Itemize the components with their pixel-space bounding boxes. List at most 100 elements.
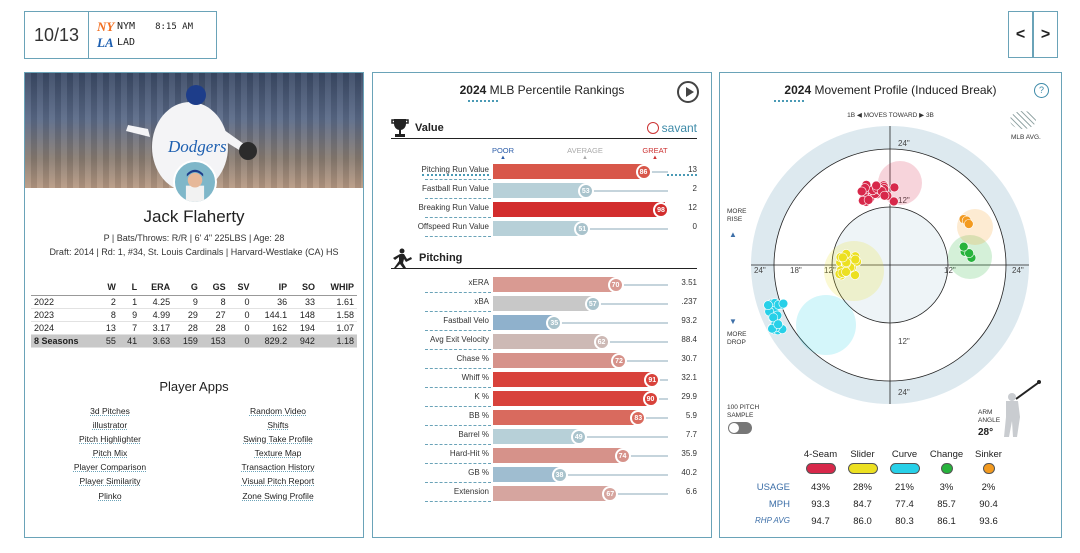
- player-app-link[interactable]: Shifts: [267, 420, 289, 431]
- player-app-link[interactable]: Texture Map: [254, 448, 302, 459]
- help-icon[interactable]: ?: [1034, 83, 1049, 98]
- percentile-row[interactable]: Fastball Velo 35 93.2: [373, 312, 713, 331]
- percentile-value: 3.51: [681, 278, 697, 287]
- pitch-dot[interactable]: [841, 267, 851, 277]
- player-app-link[interactable]: Plinko: [98, 490, 122, 501]
- percentile-track: 72: [493, 353, 668, 369]
- player-app-link[interactable]: Visual Pitch Report: [241, 476, 315, 487]
- percentile-row[interactable]: xERA 70 3.51: [373, 274, 713, 293]
- pitch-dot[interactable]: [964, 248, 974, 259]
- percentile-row[interactable]: Fastball Run Value 53 2: [373, 180, 713, 199]
- percentile-bar: [493, 372, 653, 387]
- percentile-badge: 86: [635, 164, 652, 180]
- ring-label: 18": [790, 266, 802, 275]
- percentile-row[interactable]: Avg Exit Velocity 62 88.4: [373, 331, 713, 350]
- ring-label: 12": [898, 337, 910, 346]
- percentile-row[interactable]: Hard-Hit % 74 35.9: [373, 445, 713, 464]
- stats-cell: 829.2: [252, 334, 291, 348]
- percentile-bar: [493, 353, 619, 368]
- arm-angle-label: ARM ANGLE: [978, 409, 1001, 424]
- player-app-link[interactable]: Swing Take Profile: [243, 434, 313, 445]
- pitch-dot[interactable]: [838, 252, 848, 263]
- play-button[interactable]: [677, 81, 699, 103]
- mlb-avg-area: [957, 209, 993, 245]
- player-app-link[interactable]: Random Video: [249, 406, 307, 416]
- pitch-dot[interactable]: [850, 254, 861, 265]
- player-app-link[interactable]: Player Comparison: [73, 462, 147, 473]
- pitch-dot[interactable]: [778, 298, 789, 309]
- percentile-row[interactable]: Breaking Run Value 98 12: [373, 199, 713, 218]
- player-app-link[interactable]: illustrator: [92, 420, 128, 431]
- stats-cell: 4.99: [140, 308, 174, 322]
- percentile-track: 83: [493, 410, 668, 426]
- pitch-dot[interactable]: [856, 186, 867, 197]
- more-rise-label: MORE RISE: [727, 208, 747, 223]
- stats-cell: 9: [173, 295, 201, 309]
- pitch-dot[interactable]: [863, 195, 874, 205]
- pitch-rhp: 86.0: [853, 516, 872, 527]
- stats-cell: 162: [252, 321, 291, 335]
- player-app-link[interactable]: Player Similarity: [79, 476, 141, 487]
- arsenal-column[interactable]: Slider 28% 84.7 86.0: [840, 449, 885, 527]
- pitch-dot[interactable]: [768, 312, 779, 323]
- stats-cell: 0: [228, 308, 253, 322]
- percentile-row[interactable]: K % 90 29.9: [373, 388, 713, 407]
- pitch-dot[interactable]: [889, 182, 900, 193]
- svg-text:Dodgers: Dodgers: [167, 137, 227, 156]
- percentile-track: 35: [493, 315, 668, 331]
- prev-button[interactable]: <: [1008, 11, 1033, 58]
- pitch-dot[interactable]: [958, 241, 969, 252]
- stats-cell: 1: [118, 295, 141, 309]
- percentile-row[interactable]: Barrel % 49 7.7: [373, 426, 713, 445]
- percentile-value: 12: [688, 203, 697, 212]
- stats-cell: 2024: [31, 321, 98, 335]
- pitch-dot[interactable]: [889, 196, 899, 207]
- stats-table: W L ERA G GS SV IP SO WHIP 2022 2 1 4.25 9 8 0 36 33 1.61 2…: [31, 279, 357, 348]
- percentile-badge: 83: [630, 410, 647, 426]
- pitch-dot[interactable]: [773, 319, 783, 330]
- pitch-color-pill: [847, 463, 878, 474]
- percentile-bar: [493, 486, 611, 501]
- percentile-label: Avg Exit Velocity: [430, 335, 489, 344]
- percentile-row[interactable]: Pitching Run Value 86 13: [373, 161, 713, 180]
- pitch-dot[interactable]: [871, 180, 882, 191]
- percentile-label: Whiff %: [461, 373, 489, 382]
- stats-cell: 3.63: [140, 334, 174, 348]
- arsenal-column[interactable]: Curve 21% 77.4 80.3: [882, 449, 927, 527]
- stats-cell: 8: [97, 308, 119, 322]
- pitch-dot[interactable]: [963, 219, 974, 229]
- pitch-dot[interactable]: [879, 190, 890, 201]
- arsenal-column[interactable]: Change 3% 85.7 86.1: [924, 449, 969, 527]
- percentile-label: Fastball Run Value: [422, 184, 489, 193]
- stats-cell: 3.17: [140, 321, 174, 335]
- stats-cell: 8: [200, 295, 229, 309]
- player-app-link[interactable]: Pitch Highlighter: [79, 434, 141, 445]
- percentile-row[interactable]: Whiff % 91 32.1: [373, 369, 713, 388]
- percentile-row[interactable]: GB % 38 40.2: [373, 464, 713, 483]
- stats-cell: 7: [118, 321, 141, 335]
- stats-cell: 0: [228, 321, 253, 335]
- player-app-link[interactable]: Zone Swing Profile: [242, 490, 314, 501]
- pitch-color-pill: [982, 463, 995, 474]
- percentile-track: 53: [493, 183, 668, 199]
- percentile-row[interactable]: Offspeed Run Value 51 0: [373, 218, 713, 237]
- next-button[interactable]: >: [1033, 11, 1058, 58]
- stats-cell: 1.58: [317, 308, 357, 322]
- pitch-dot[interactable]: [763, 300, 773, 310]
- pitch-sample-toggle[interactable]: [728, 422, 752, 434]
- arsenal-column[interactable]: Sinker 2% 90.4 93.6: [966, 449, 1011, 527]
- game-selector[interactable]: 10/13 NY NYM 8:15 AM LA LAD: [24, 11, 217, 59]
- percentile-row[interactable]: Chase % 72 30.7: [373, 350, 713, 369]
- player-app-link[interactable]: 3d Pitches: [90, 406, 130, 416]
- percentile-year: 2024: [459, 83, 487, 97]
- percentile-row[interactable]: BB % 83 5.9: [373, 407, 713, 426]
- player-app-link[interactable]: Pitch Mix: [92, 448, 128, 459]
- arsenal-column[interactable]: 4-Seam 43% 93.3 94.7: [798, 449, 843, 527]
- game-time: 8:15 AM: [155, 22, 193, 32]
- player-app-link[interactable]: Transaction History: [241, 462, 315, 473]
- percentile-row[interactable]: Extension 67 6.6: [373, 483, 713, 502]
- percentile-badge: 74: [614, 448, 631, 464]
- percentile-value: 30.7: [681, 354, 697, 363]
- percentile-row[interactable]: xBA 57 .237: [373, 293, 713, 312]
- percentile-title-text: MLB Percentile Rankings: [489, 83, 625, 97]
